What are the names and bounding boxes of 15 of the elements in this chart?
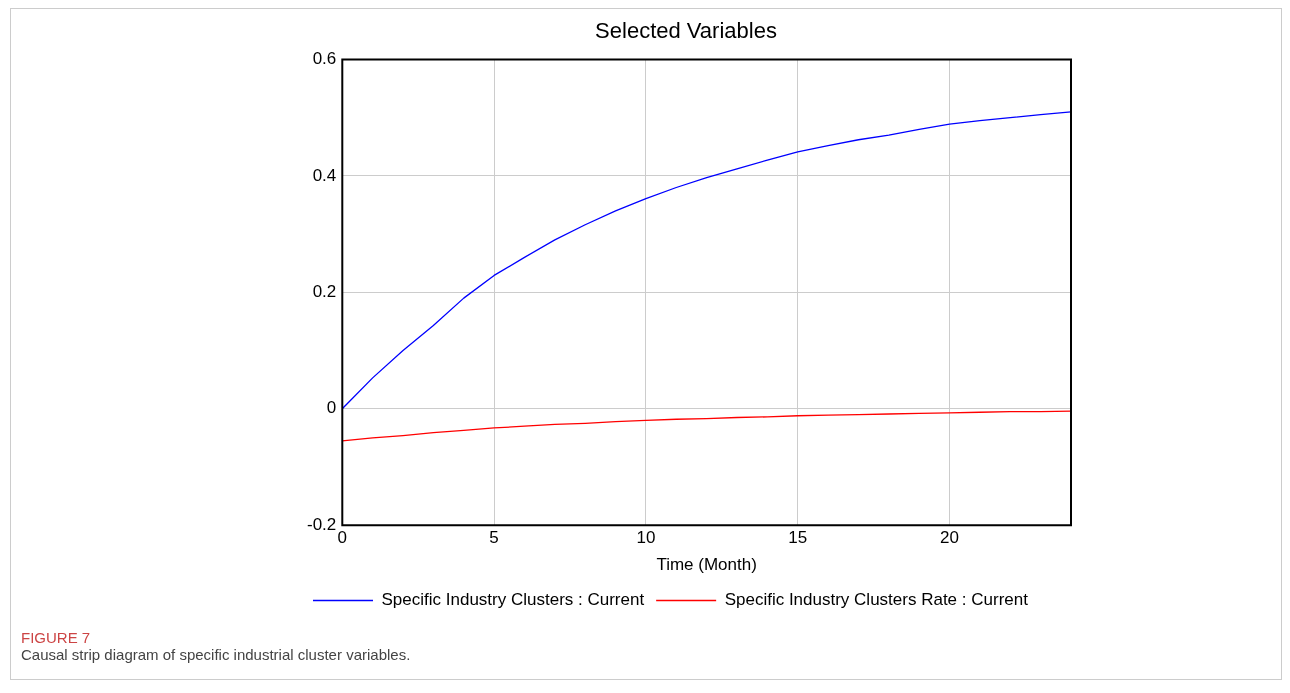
legend-label: Specific Industry Clusters Rate : Current	[724, 590, 1029, 610]
x-tick-label: 5	[489, 528, 499, 548]
text: Causal strip diagram of specific industrial cluster variables.	[21, 646, 411, 663]
x-tick-label: 15	[788, 528, 808, 548]
x-tick-label: 10	[636, 528, 656, 548]
y-tick-label: 0.6	[312, 49, 337, 69]
chart-title: Selected Variables	[595, 18, 777, 44]
y-tick-label: 0.2	[312, 281, 337, 301]
x-tick-label: 20	[940, 528, 960, 548]
caption: FIGURE 7	[21, 629, 92, 646]
y-tick-label: -0.2	[307, 514, 337, 534]
x-axis-title: Time (Month)	[656, 555, 757, 575]
y-tick-label: 0	[326, 398, 337, 418]
legend-label: Specific Industry Clusters : Current	[381, 590, 645, 610]
y-tick-label: 0.4	[312, 165, 337, 185]
